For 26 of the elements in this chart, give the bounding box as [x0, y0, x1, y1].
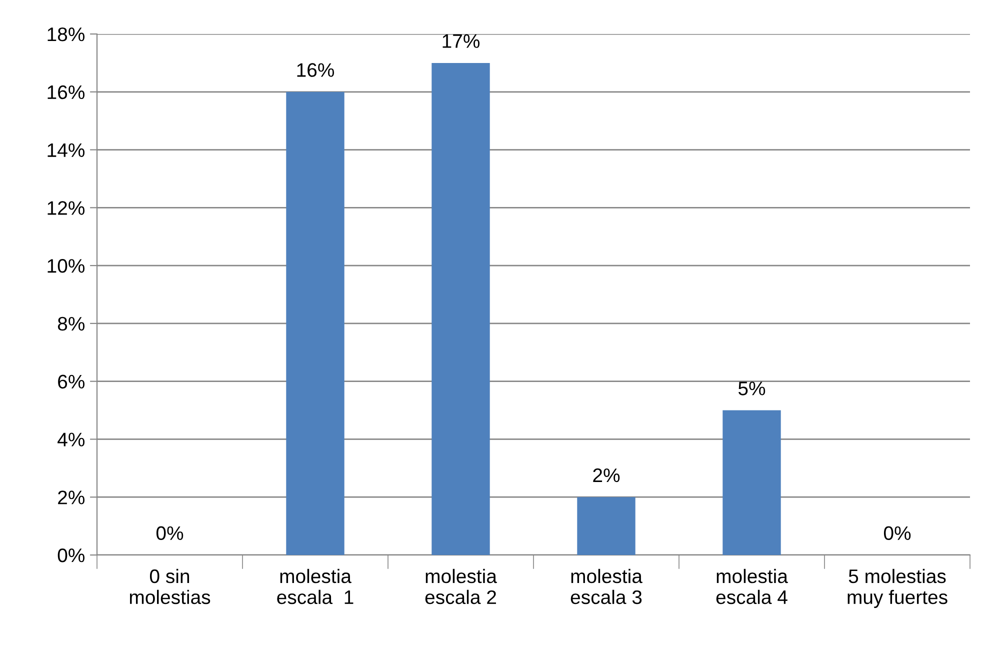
x-tick-label: molestia escala 3 — [570, 568, 642, 604]
bar — [432, 62, 490, 555]
data-label: 0% — [156, 526, 184, 540]
y-tick-label: 12% — [48, 201, 85, 215]
data-label: 0% — [884, 526, 911, 540]
x-tick-label: 0 sin molestias — [130, 568, 210, 604]
data-label: 5% — [738, 382, 766, 396]
x-tick-label: molestia escala 1 — [277, 568, 354, 604]
bar — [722, 410, 781, 555]
data-label: 2% — [593, 468, 620, 482]
y-tick-label: 6% — [58, 374, 85, 389]
y-tick-label: 2% — [58, 490, 85, 504]
y-tick-label: 10% — [48, 259, 85, 273]
y-tick-label: 18% — [48, 27, 85, 42]
x-tick-label: 5 molestias muy fuertes — [848, 568, 948, 608]
x-tick-label: molestia escala 2 — [425, 568, 497, 604]
bar — [577, 497, 636, 555]
y-tick-label: 0% — [58, 548, 85, 562]
y-tick-label: 4% — [58, 432, 85, 446]
bar — [286, 92, 344, 555]
y-tick-label: 16% — [48, 85, 85, 100]
y-tick-label: 8% — [58, 316, 85, 331]
data-label: 17% — [442, 34, 480, 48]
x-tick-label: molestia escala 4 — [716, 568, 788, 604]
y-tick-label: 14% — [48, 143, 85, 157]
data-label: 16% — [297, 63, 334, 77]
